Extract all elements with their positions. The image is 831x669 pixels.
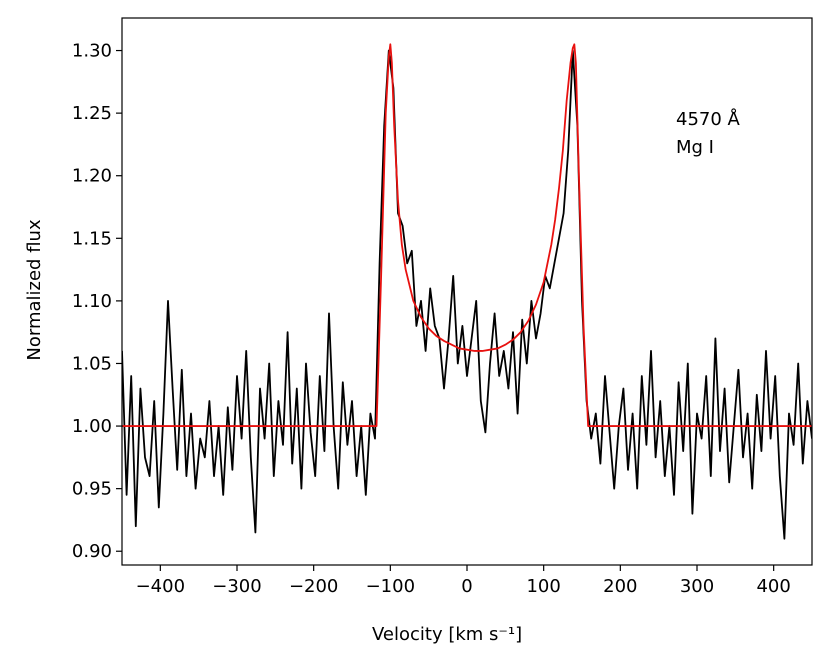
y-tick-label: 1.10 [72,291,112,312]
x-tick-label: 200 [603,576,637,597]
y-tick-label: 1.00 [72,416,112,437]
x-tick-label: −200 [289,576,338,597]
y-tick-label: 1.30 [72,41,112,62]
data-line [122,43,812,427]
x-tick-label: 100 [526,576,560,597]
y-tick-label: 1.25 [72,103,112,124]
y-tick-label: 1.20 [72,166,112,187]
plot-frame [121,17,813,566]
y-tick-label: 1.15 [72,228,112,249]
y-tick-label: 0.95 [72,479,112,500]
x-tick-label: −300 [212,576,261,597]
y-tick-label: 1.05 [72,353,112,374]
y-tick-label: 0.90 [72,541,112,562]
y-axis-label: Normalized flux [24,219,45,361]
x-axis-label: Velocity [km s⁻¹] [372,624,522,645]
x-tick-label: 400 [756,576,790,597]
x-tick-label: 0 [461,576,472,597]
x-tick-label: −400 [136,576,185,597]
data-line [122,49,812,540]
annotation: Mg I [676,137,714,158]
annotation: 4570 Å [676,108,741,130]
x-tick-label: −100 [366,576,415,597]
x-tick-label: 300 [680,576,714,597]
